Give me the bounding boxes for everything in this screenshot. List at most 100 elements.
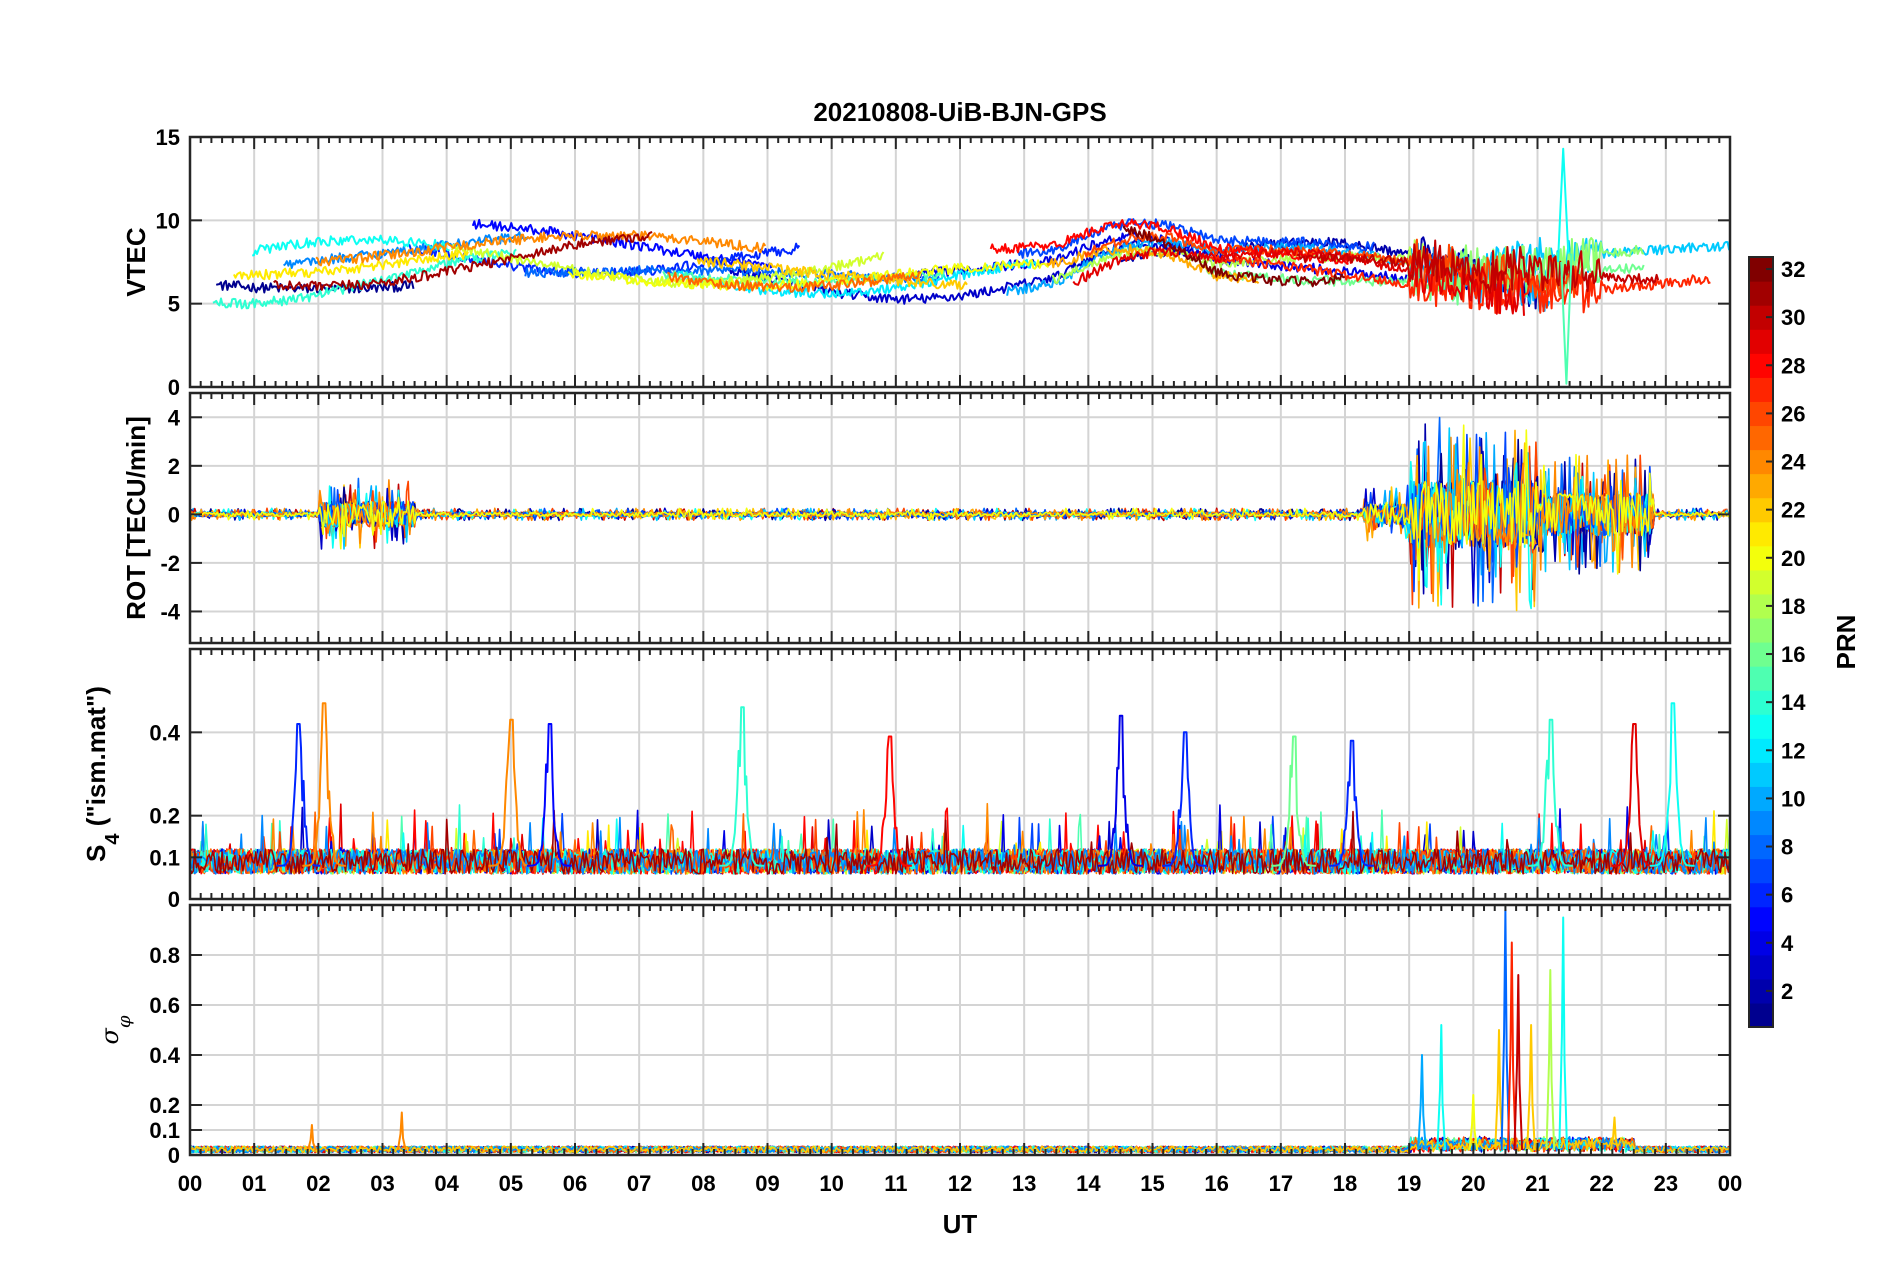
- x-tick-label: 16: [1204, 1171, 1228, 1196]
- x-tick-label: 14: [1076, 1171, 1101, 1196]
- colorbar-segment: [1749, 1002, 1773, 1028]
- y-axis-label-main: S: [81, 845, 111, 862]
- panel-vtec-traces: [212, 147, 1730, 385]
- x-tick-label: 03: [370, 1171, 394, 1196]
- colorbar-segment: [1749, 377, 1773, 402]
- s4-peak-prn-29: [1611, 723, 1657, 867]
- y-axis-label-s4: S4 ("ism.mat"): [81, 686, 124, 862]
- s4-peak-prn-6: [1162, 731, 1207, 867]
- panel-s4: 0 0.1 0.2 0.4 S4 ("ism.mat"): [81, 647, 1732, 912]
- colorbar-tick-label: 20: [1781, 546, 1805, 571]
- colorbar-tick-label: 18: [1781, 594, 1805, 619]
- x-tick-label: 00: [1718, 1171, 1742, 1196]
- panel-s4-frame: [188, 647, 1732, 901]
- colorbar-segment: [1749, 473, 1773, 499]
- y-tick-label: 15: [156, 125, 180, 150]
- s4-peak-prn-14: [1527, 718, 1573, 867]
- colorbar-segment: [1749, 521, 1773, 547]
- vtec-series-prn-24: [315, 230, 767, 267]
- x-tick-label: 17: [1269, 1171, 1293, 1196]
- y-tick-label: 0.6: [149, 993, 180, 1018]
- colorbar-label: PRN: [1831, 615, 1861, 670]
- x-tick-label: 13: [1012, 1171, 1036, 1196]
- x-tick-label: 07: [627, 1171, 651, 1196]
- colorbar-tick-label: 12: [1781, 738, 1805, 763]
- vtec-series-prn-21: [233, 249, 469, 281]
- y-tick-label: 0.2: [149, 1093, 180, 1118]
- sigma-spike-prn-10: [1417, 1054, 1427, 1151]
- x-tick-label: 12: [948, 1171, 972, 1196]
- x-axis: 00 01 02 03 04 05 06 07 08 09 10 11 12 13 14 15 16 17 18 19…: [178, 1171, 1742, 1196]
- y-tick-label: 0.1: [149, 845, 180, 870]
- y-tick-label: 5: [168, 292, 180, 317]
- y-tick-label: 0.1: [149, 1118, 180, 1143]
- sigma-spike-prn-22: [1494, 1029, 1504, 1151]
- x-tick-label: 20: [1461, 1171, 1485, 1196]
- colorbar-tick-label: 4: [1781, 931, 1794, 956]
- x-tick-label: 04: [434, 1171, 459, 1196]
- colorbar-segment: [1749, 954, 1773, 980]
- s4-peak-prn-6: [1329, 739, 1374, 867]
- colorbar-tick-label: 6: [1781, 883, 1793, 908]
- s4-peak-prn-24: [488, 718, 534, 867]
- colorbar-frame: [1748, 256, 1774, 1028]
- x-tick-label: 23: [1654, 1171, 1678, 1196]
- s4-peak-prn-14: [719, 706, 765, 867]
- colorbar-tick-label: 32: [1781, 257, 1805, 282]
- chart-title: 20210808-UiB-BJN-GPS: [813, 97, 1106, 127]
- y-axis-label-subscript: φ: [114, 1015, 135, 1028]
- x-tick-label: 02: [306, 1171, 330, 1196]
- y-axis-label-sigma_phi: σφ: [96, 1015, 135, 1044]
- x-tick-label: 10: [819, 1171, 843, 1196]
- x-tick-label: 05: [499, 1171, 523, 1196]
- panel-vtec-frame: [188, 135, 1732, 389]
- colorbar-tick-label: 16: [1781, 642, 1805, 667]
- y-tick-label: 0.2: [149, 804, 180, 829]
- vtec-series-prn-31: [273, 231, 653, 291]
- y-axis-label-rot: ROT [TECU/min]: [121, 416, 151, 620]
- colorbar-segment: [1749, 569, 1773, 595]
- x-tick-label: 15: [1140, 1171, 1164, 1196]
- x-tick-label: 00: [178, 1171, 202, 1196]
- colorbar-segment: [1749, 858, 1773, 884]
- s4-peak-prn-16: [1271, 735, 1317, 867]
- vtec-event-prn-13: [1557, 147, 1570, 263]
- colorbar-segment: [1749, 762, 1773, 787]
- y-tick-label: 0: [168, 1143, 180, 1168]
- x-tick-label: 19: [1397, 1171, 1421, 1196]
- x-tick-label: 09: [755, 1171, 779, 1196]
- y-axis-label-symbol: σ: [96, 1028, 124, 1045]
- s4-peak-prn-4: [1098, 714, 1143, 867]
- x-tick-label: 11: [884, 1171, 907, 1196]
- vtec-series-prn-22: [696, 256, 968, 291]
- rot-series-prn-20: [190, 424, 1730, 582]
- colorbar-tick-label: 26: [1781, 401, 1805, 426]
- y-tick-label: -2: [160, 551, 180, 576]
- vtec-series-prn-29: [1072, 246, 1525, 316]
- y-tick-label: 4: [168, 405, 181, 430]
- y-tick-label: 10: [156, 208, 180, 233]
- colorbar-tick-label: 8: [1781, 835, 1793, 860]
- sigma-spike-prn-27: [1507, 941, 1517, 1151]
- x-tick-label: 18: [1333, 1171, 1357, 1196]
- colorbar-segment: [1749, 714, 1773, 739]
- sigma-spike-prn-24: [396, 1111, 407, 1151]
- s4-series-prn-31: [190, 809, 1730, 875]
- vtec-series-prn-27: [1209, 253, 1711, 314]
- sigma-spike-prn-13: [1558, 916, 1568, 1151]
- x-tick-label: 08: [691, 1171, 715, 1196]
- vtec-series-prn-25: [667, 271, 922, 293]
- y-tick-label: 0: [168, 887, 180, 912]
- sigma-spike-prn-24: [307, 1124, 317, 1151]
- colorbar-tick-label: 28: [1781, 353, 1805, 378]
- colorbar-tick-label: 10: [1781, 786, 1805, 811]
- sigma-spike-prn-22: [1609, 1116, 1620, 1151]
- vtec-series-prn-32: [1122, 225, 1345, 288]
- y-axis-label-subscript: 4: [102, 833, 124, 845]
- panel-sigma_phi-frame: [188, 903, 1732, 1157]
- s4-peak-prn-28: [867, 735, 912, 867]
- x-tick-label: 06: [563, 1171, 587, 1196]
- y-tick-label: 0: [168, 375, 180, 400]
- panel-vtec: 0 5 10 15 VTEC: [121, 125, 1732, 400]
